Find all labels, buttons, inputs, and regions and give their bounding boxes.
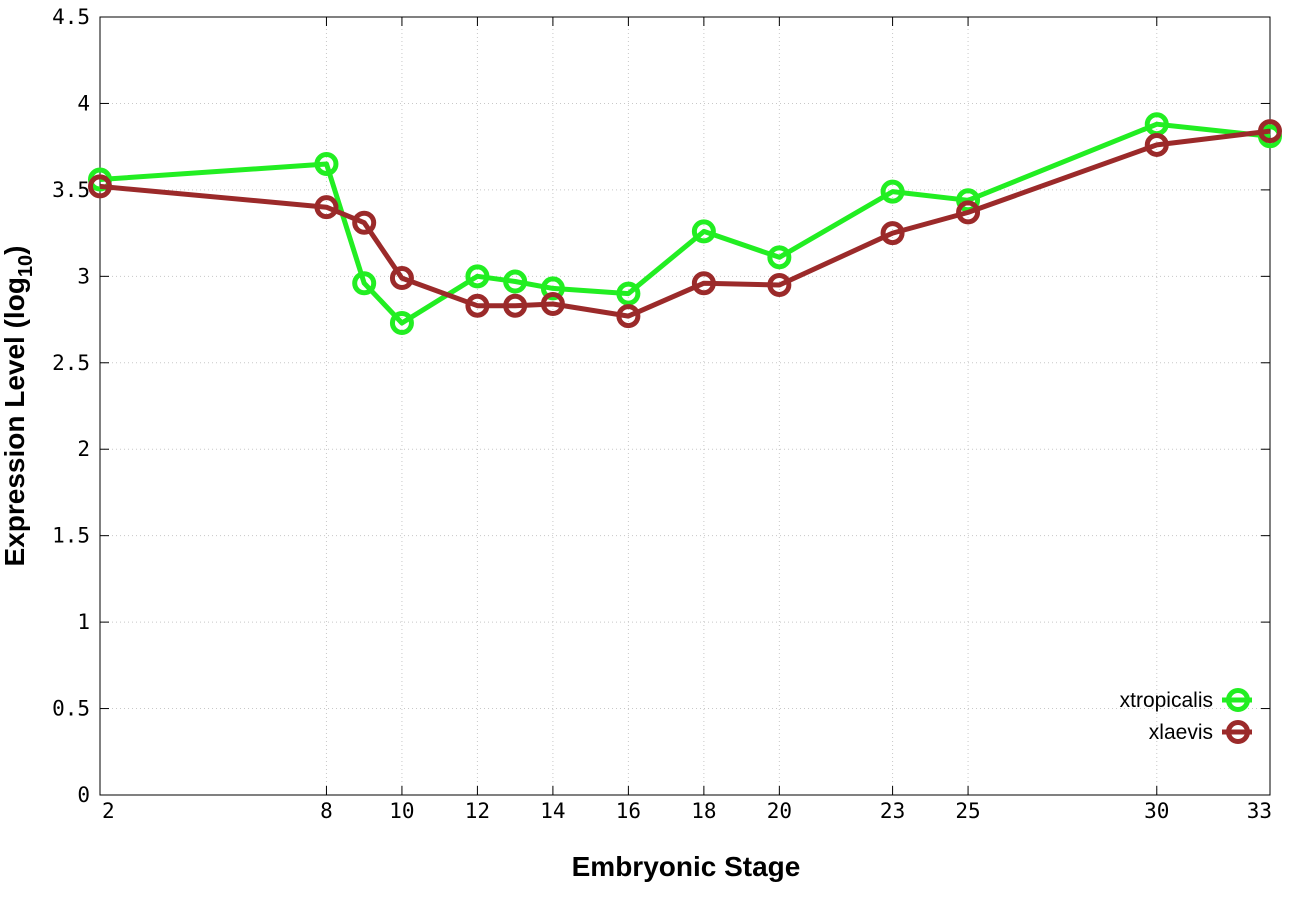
x-tick-label: 30 xyxy=(1144,799,1169,823)
y-axis-title: Expression Level (log10) xyxy=(0,246,37,567)
legend-item-xlaevis: xlaevis xyxy=(1149,720,1252,744)
y-tick-label: 0.5 xyxy=(52,697,90,721)
y-tick-label: 0 xyxy=(77,783,90,807)
series xyxy=(88,112,1282,336)
data-point-xlaevis xyxy=(616,304,641,329)
data-point-xtropicalis xyxy=(314,151,339,176)
x-tick-label: 33 xyxy=(1247,799,1272,823)
y-axis-title-subscript: 10 xyxy=(15,255,37,277)
data-point-xtropicalis xyxy=(503,269,528,294)
y-tick-label: 3 xyxy=(77,264,90,288)
y-tick-label: 1 xyxy=(77,610,90,634)
y-tick-label: 1.5 xyxy=(52,524,90,548)
x-tick-label: 18 xyxy=(691,799,716,823)
data-point-xtropicalis xyxy=(880,179,905,204)
y-tick-labels: 0 0.5 1 1.5 2 2.5 3 3.5 4 4.5 xyxy=(52,5,90,807)
data-point-xlaevis xyxy=(767,272,792,297)
data-point-xlaevis xyxy=(314,195,339,220)
data-point-xtropicalis xyxy=(389,311,414,336)
legend-swatch-marker xyxy=(1226,720,1250,744)
series-xtropicalis xyxy=(88,112,1282,336)
data-point-xlaevis xyxy=(352,210,377,235)
legend-swatch-marker xyxy=(1226,688,1250,712)
y-tick-label: 3.5 xyxy=(52,178,90,202)
y-axis-title-end: ) xyxy=(0,246,30,255)
x-tick-label: 12 xyxy=(465,799,490,823)
data-point-xlaevis xyxy=(465,293,490,318)
x-tick-labels: 2 8 10 12 14 16 18 20 23 25 30 33 xyxy=(102,799,1272,823)
data-point-xlaevis xyxy=(1258,119,1282,144)
grid xyxy=(100,17,1270,795)
legend: xtropicalis xlaevis xyxy=(1120,688,1252,744)
x-tick-label: 8 xyxy=(320,799,333,823)
plot-frame xyxy=(99,16,1271,796)
y-tick-label: 4.5 xyxy=(52,5,90,29)
data-point-xtropicalis xyxy=(616,281,641,306)
series-xlaevis xyxy=(88,119,1282,329)
data-point-xlaevis xyxy=(503,293,528,318)
data-point-xlaevis xyxy=(540,291,565,316)
data-point-xlaevis xyxy=(1144,132,1169,157)
series-line-xlaevis xyxy=(99,128,1271,319)
x-tick-label: 2 xyxy=(102,799,115,823)
legend-item-xtropicalis: xtropicalis xyxy=(1120,688,1252,712)
legend-label: xtropicalis xyxy=(1120,689,1213,712)
data-point-xlaevis xyxy=(88,174,112,199)
x-tick-label: 20 xyxy=(767,799,792,823)
data-point-xtropicalis xyxy=(465,264,490,289)
y-tick-label: 2.5 xyxy=(52,351,90,375)
data-point-xlaevis xyxy=(956,200,981,225)
data-point-xtropicalis xyxy=(352,271,377,296)
x-tick-label: 25 xyxy=(955,799,980,823)
y-axis-title-main: Expression Level (log xyxy=(0,277,30,566)
data-point-xtropicalis xyxy=(767,245,792,270)
data-point-xtropicalis xyxy=(540,276,565,301)
data-point-xlaevis xyxy=(389,266,414,291)
x-tick-label: 10 xyxy=(389,799,414,823)
axis-ticks xyxy=(99,16,1271,796)
y-tick-label: 4 xyxy=(77,91,90,115)
x-axis-title: Embryonic Stage xyxy=(572,851,801,882)
data-point-xlaevis xyxy=(880,221,905,246)
x-tick-label: 16 xyxy=(616,799,641,823)
x-tick-label: 23 xyxy=(880,799,905,823)
y-tick-label: 2 xyxy=(77,437,90,461)
x-tick-label: 14 xyxy=(540,799,565,823)
data-point-xtropicalis xyxy=(691,219,716,244)
data-point-xlaevis xyxy=(691,271,716,296)
legend-label: xlaevis xyxy=(1149,721,1213,744)
